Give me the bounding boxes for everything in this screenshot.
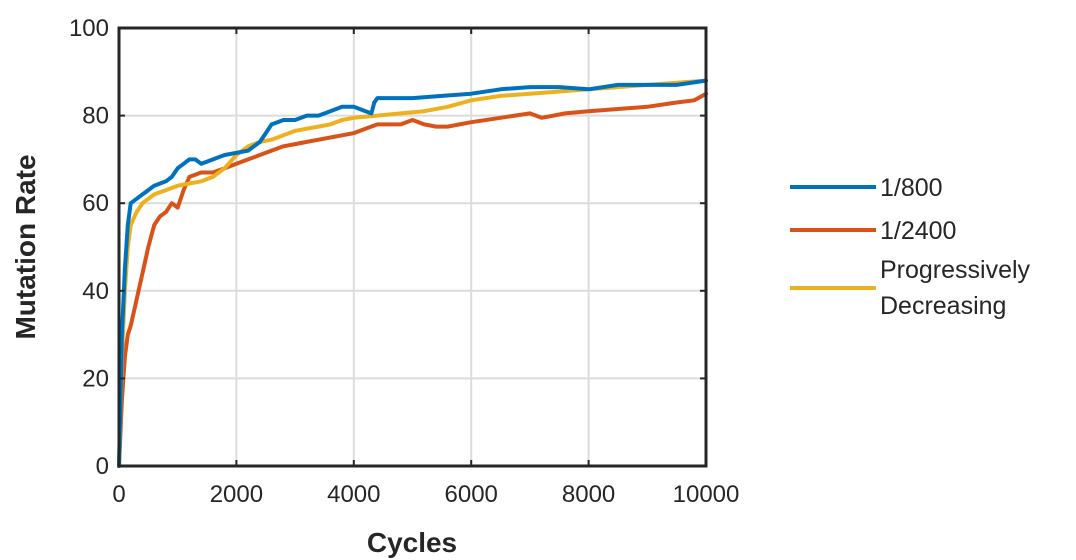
legend-label-1-2400: 1/2400 xyxy=(880,217,956,245)
x-tick-label: 10000 xyxy=(673,481,740,508)
legend-label-progressively: Progressively xyxy=(880,256,1031,284)
legend-label-1-800: 1/800 xyxy=(880,174,943,202)
x-tick-label: 4000 xyxy=(327,481,380,508)
x-tick-label: 0 xyxy=(112,481,125,508)
x-tick-label: 6000 xyxy=(445,481,498,508)
series-line-1-2400 xyxy=(117,91,708,468)
y-tick-label: 0 xyxy=(96,453,109,480)
y-tick-labels: 0 20 40 60 80 100 xyxy=(69,15,109,480)
y-axis-label: Mutation Rate xyxy=(10,154,41,339)
legend-label-decreasing: Decreasing xyxy=(880,292,1006,320)
y-tick-label: 100 xyxy=(69,15,109,42)
x-tick-label: 8000 xyxy=(562,481,615,508)
x-axis-label: Cycles xyxy=(367,527,457,558)
y-tick-label: 80 xyxy=(82,103,109,130)
y-tick-label: 40 xyxy=(82,278,109,305)
tick-marks xyxy=(118,27,707,467)
y-tick-label: 20 xyxy=(82,365,109,392)
legend: 1/800 1/2400 Progressively Decreasing xyxy=(790,174,1031,320)
plot-frame xyxy=(117,26,708,468)
series-layer xyxy=(117,78,708,468)
y-tick-label: 60 xyxy=(82,190,109,217)
x-tick-labels: 0 2000 4000 6000 8000 10000 xyxy=(112,481,739,508)
x-tick-label: 2000 xyxy=(210,481,263,508)
series-line-progressively-decreasing xyxy=(117,78,708,468)
series-line-1-800 xyxy=(117,78,708,468)
